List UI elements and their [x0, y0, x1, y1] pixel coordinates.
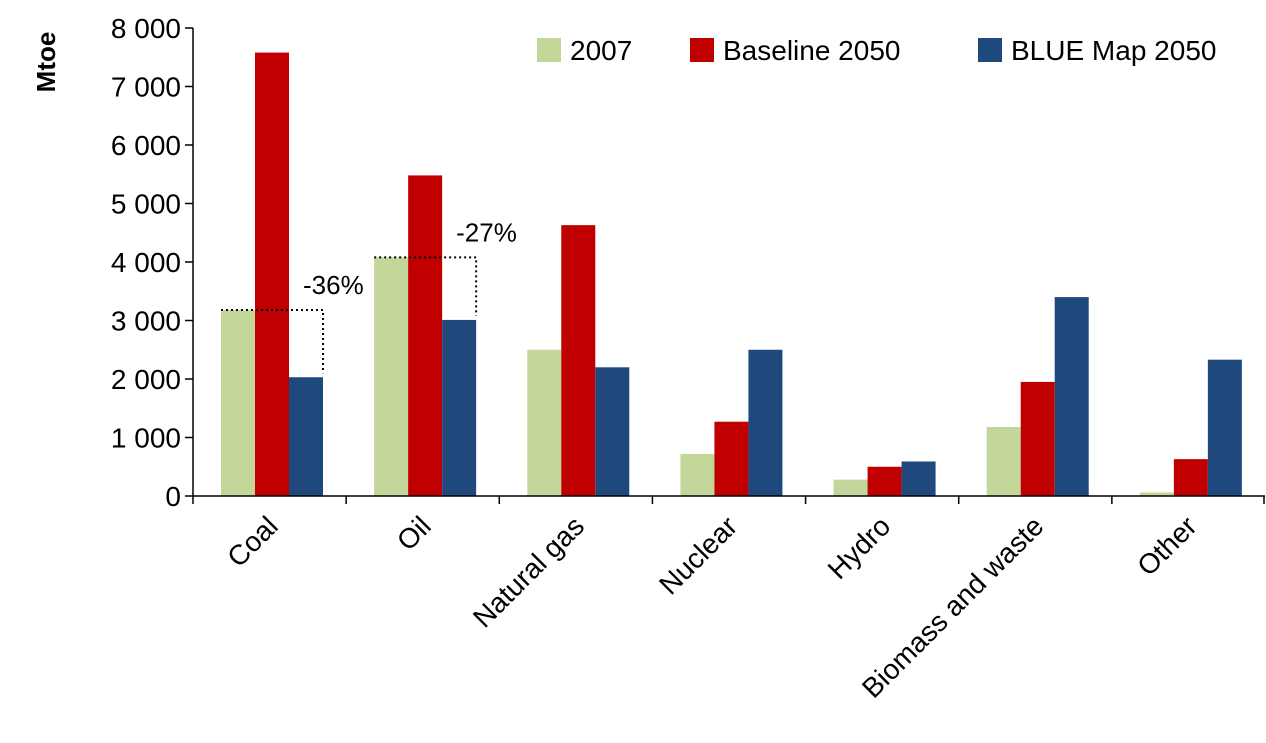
bar-blue-map-2050 [442, 319, 477, 496]
y-tick-label: 4 000 [111, 247, 181, 278]
legend-swatch [978, 38, 1002, 62]
bar-baseline-2050 [255, 52, 289, 496]
category-label: Natural gas [467, 510, 590, 633]
legend-label: BLUE Map 2050 [1011, 35, 1216, 66]
bar-baseline-2050 [867, 466, 902, 496]
legend-swatch [690, 38, 714, 62]
bar-blue-map-2050 [1054, 297, 1089, 496]
legend-label: Baseline 2050 [723, 35, 900, 66]
bar-baseline-2050 [1173, 459, 1208, 496]
y-tick-label: 7 000 [111, 72, 181, 103]
category-label: Nuclear [653, 510, 743, 600]
bar-blue-map-2050 [901, 461, 936, 496]
bar-baseline-2050 [408, 175, 443, 497]
bar-blue-map-2050 [748, 349, 783, 496]
bar-baseline-2050 [561, 225, 596, 496]
y-tick-label: 5 000 [111, 189, 181, 220]
bar-2007 [221, 309, 255, 496]
annotation-bracket [221, 308, 324, 374]
bar-blue-map-2050 [289, 377, 323, 496]
y-tick-label: 3 000 [111, 306, 181, 337]
y-axis-title: Mtoe [31, 32, 61, 93]
y-axis-ticks: 0 1 000 2 000 3 000 4 000 5 000 6 000 7 000 8 00… [111, 13, 193, 512]
bar-2007 [527, 349, 562, 496]
annotation-bracket [374, 256, 478, 316]
category-label: Oil [391, 510, 437, 556]
y-tick-label: 6 000 [111, 130, 181, 161]
y-tick-label: 8 000 [111, 13, 181, 44]
category-label: Other [1131, 510, 1202, 581]
y-tick-label: 2 000 [111, 364, 181, 395]
annotations: -36% -27% [221, 217, 517, 374]
bar-2007 [986, 426, 1021, 496]
bar-2007 [680, 453, 715, 496]
bar-baseline-2050 [714, 421, 749, 496]
legend-label: 2007 [570, 35, 632, 66]
category-label: Hydro [822, 510, 897, 585]
bars [221, 52, 1242, 497]
y-tick-label: 0 [165, 481, 181, 512]
annotation-label: -27% [456, 217, 517, 247]
annotation-label: -36% [303, 270, 364, 300]
legend-swatch [537, 38, 561, 62]
legend: 2007 Baseline 2050 BLUE Map 2050 [537, 35, 1216, 66]
category-label: Coal [221, 510, 284, 573]
bar-2007 [833, 479, 868, 496]
bar-2007 [1139, 492, 1174, 496]
bar-baseline-2050 [1020, 381, 1055, 496]
axes [192, 28, 1265, 504]
y-tick-label: 1 000 [111, 423, 181, 454]
bar-blue-map-2050 [595, 367, 630, 496]
bar-blue-map-2050 [1207, 359, 1242, 496]
bar-2007 [374, 257, 409, 496]
